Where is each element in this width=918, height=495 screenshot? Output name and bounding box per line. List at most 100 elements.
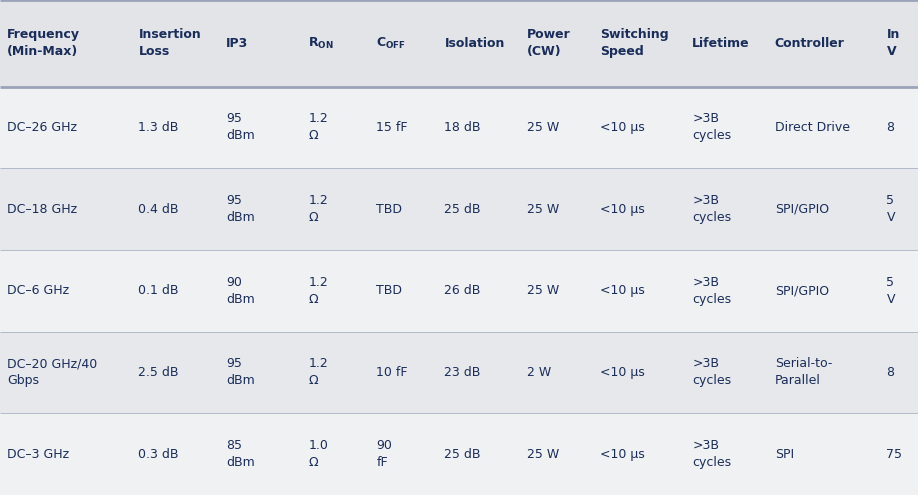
Text: 25 W: 25 W xyxy=(527,284,559,297)
Text: 23 dB: 23 dB xyxy=(444,366,481,379)
Bar xyxy=(767,413,879,495)
Bar xyxy=(369,413,437,495)
Bar xyxy=(879,0,918,87)
Bar xyxy=(0,168,131,250)
Bar xyxy=(685,413,767,495)
Text: Direct Drive: Direct Drive xyxy=(775,121,850,134)
Text: 1.3 dB: 1.3 dB xyxy=(139,121,179,134)
Text: >3B
cycles: >3B cycles xyxy=(692,357,732,388)
Bar xyxy=(593,250,685,332)
Text: <10 μs: <10 μs xyxy=(600,447,644,461)
Text: Power
(CW): Power (CW) xyxy=(527,28,571,58)
Bar xyxy=(301,413,369,495)
Text: 1.0
Ω: 1.0 Ω xyxy=(308,439,329,469)
Text: TBD: TBD xyxy=(376,284,402,297)
Bar xyxy=(0,0,131,87)
Text: 10 fF: 10 fF xyxy=(376,366,408,379)
Text: <10 μs: <10 μs xyxy=(600,366,644,379)
Bar xyxy=(437,413,520,495)
Text: DC–20 GHz/40
Gbps: DC–20 GHz/40 Gbps xyxy=(7,357,97,388)
Bar xyxy=(593,332,685,413)
Bar xyxy=(685,332,767,413)
Text: 25 W: 25 W xyxy=(527,121,559,134)
Bar xyxy=(685,250,767,332)
Bar xyxy=(301,168,369,250)
Text: 15 fF: 15 fF xyxy=(376,121,408,134)
Bar xyxy=(685,0,767,87)
Text: In
V: In V xyxy=(887,28,900,58)
Bar xyxy=(369,332,437,413)
Text: Lifetime: Lifetime xyxy=(692,37,750,50)
Bar xyxy=(218,87,301,168)
Text: >3B
cycles: >3B cycles xyxy=(692,439,732,469)
Bar xyxy=(593,168,685,250)
Bar xyxy=(437,250,520,332)
Bar xyxy=(520,413,593,495)
Text: 5
V: 5 V xyxy=(887,194,895,224)
Text: 0.3 dB: 0.3 dB xyxy=(139,447,179,461)
Text: Controller: Controller xyxy=(775,37,845,50)
Text: Frequency
(Min-Max): Frequency (Min-Max) xyxy=(7,28,81,58)
Text: 95
dBm: 95 dBm xyxy=(226,194,254,224)
Text: 0.4 dB: 0.4 dB xyxy=(139,202,179,216)
Bar xyxy=(879,332,918,413)
Text: 25 dB: 25 dB xyxy=(444,202,481,216)
Text: DC–26 GHz: DC–26 GHz xyxy=(7,121,77,134)
Bar xyxy=(767,0,879,87)
Text: Isolation: Isolation xyxy=(444,37,505,50)
Text: 2.5 dB: 2.5 dB xyxy=(139,366,179,379)
Bar xyxy=(218,0,301,87)
Bar xyxy=(131,250,218,332)
Text: Serial-to-
Parallel: Serial-to- Parallel xyxy=(775,357,832,388)
Bar xyxy=(767,332,879,413)
Bar xyxy=(131,0,218,87)
Bar xyxy=(369,87,437,168)
Text: 25 dB: 25 dB xyxy=(444,447,481,461)
Bar xyxy=(301,0,369,87)
Text: TBD: TBD xyxy=(376,202,402,216)
Bar xyxy=(437,168,520,250)
Text: SPI: SPI xyxy=(775,447,794,461)
Bar xyxy=(131,413,218,495)
Bar xyxy=(767,250,879,332)
Bar xyxy=(301,250,369,332)
Bar xyxy=(437,87,520,168)
Text: 85
dBm: 85 dBm xyxy=(226,439,254,469)
Text: 8: 8 xyxy=(887,121,894,134)
Bar xyxy=(218,168,301,250)
Bar xyxy=(520,168,593,250)
Text: >3B
cycles: >3B cycles xyxy=(692,112,732,143)
Text: <10 μs: <10 μs xyxy=(600,202,644,216)
Text: DC–18 GHz: DC–18 GHz xyxy=(7,202,77,216)
Text: Insertion
Loss: Insertion Loss xyxy=(139,28,201,58)
Bar xyxy=(767,168,879,250)
Bar xyxy=(0,250,131,332)
Bar xyxy=(685,168,767,250)
Text: 90
dBm: 90 dBm xyxy=(226,276,254,306)
Bar xyxy=(369,168,437,250)
Text: 1.2
Ω: 1.2 Ω xyxy=(308,194,329,224)
Text: IP3: IP3 xyxy=(226,37,248,50)
Text: 90
fF: 90 fF xyxy=(376,439,392,469)
Text: 18 dB: 18 dB xyxy=(444,121,481,134)
Bar xyxy=(218,413,301,495)
Bar xyxy=(879,250,918,332)
Bar xyxy=(369,250,437,332)
Bar xyxy=(593,413,685,495)
Bar xyxy=(218,250,301,332)
Bar xyxy=(593,87,685,168)
Text: SPI/GPIO: SPI/GPIO xyxy=(775,284,829,297)
Bar xyxy=(520,0,593,87)
Text: 25 W: 25 W xyxy=(527,447,559,461)
Text: C$_{\mathregular{OFF}}$: C$_{\mathregular{OFF}}$ xyxy=(376,36,407,51)
Text: 1.2
Ω: 1.2 Ω xyxy=(308,276,329,306)
Text: 1.2
Ω: 1.2 Ω xyxy=(308,112,329,143)
Bar xyxy=(879,168,918,250)
Text: 75: 75 xyxy=(887,447,902,461)
Text: SPI/GPIO: SPI/GPIO xyxy=(775,202,829,216)
Text: 2 W: 2 W xyxy=(527,366,552,379)
Bar xyxy=(437,0,520,87)
Text: 8: 8 xyxy=(887,366,894,379)
Bar xyxy=(593,0,685,87)
Bar xyxy=(0,413,131,495)
